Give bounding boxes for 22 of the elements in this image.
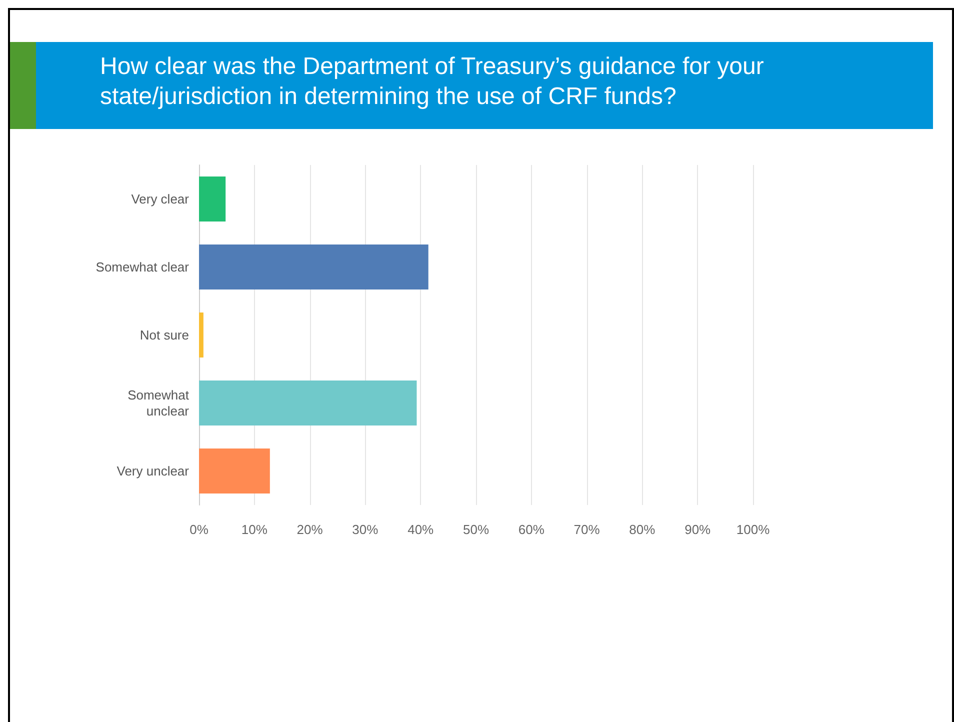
- x-tick-label: 60%: [518, 522, 545, 537]
- x-tick-label: 50%: [462, 522, 490, 537]
- bar: [199, 312, 204, 358]
- y-tick-label: Very clear: [131, 192, 190, 206]
- x-tick-label: 70%: [574, 522, 600, 537]
- x-tick-label: 40%: [408, 522, 434, 537]
- x-tick-label: 0%: [190, 522, 209, 537]
- x-tick-label: 10%: [241, 522, 268, 537]
- bar: [199, 176, 226, 222]
- bar: [199, 244, 428, 290]
- x-tick-label: 100%: [736, 522, 770, 537]
- x-tick-label: 80%: [629, 522, 656, 537]
- x-tick-label: 30%: [352, 522, 379, 537]
- chart-title: How clear was the Department of Treasury’s guidance for your state/jurisdiction in determining the use of CRF funds?: [100, 52, 765, 112]
- bar: [199, 380, 417, 426]
- y-tick-label: Somewhat unclear: [128, 388, 190, 418]
- x-tick-label: 20%: [296, 522, 324, 537]
- x-tick-label: 90%: [684, 522, 712, 537]
- y-tick-label: Not sure: [140, 328, 189, 342]
- y-tick-label: Very unclear: [116, 464, 190, 478]
- bar: [199, 448, 270, 494]
- y-tick-label: Somewhat clear: [96, 260, 190, 274]
